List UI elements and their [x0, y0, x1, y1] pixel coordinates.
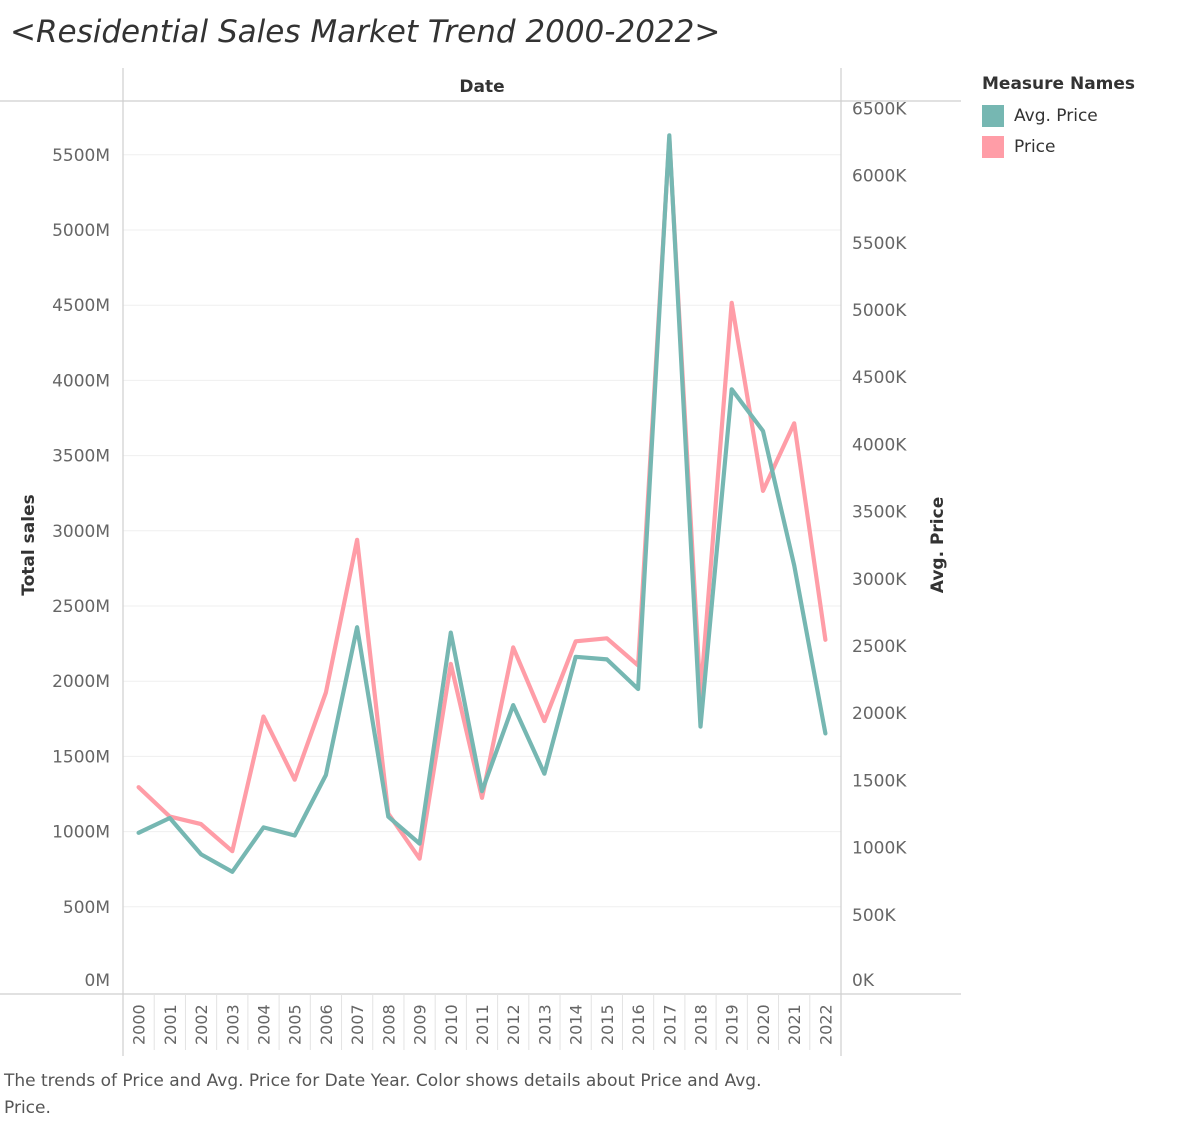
left-tick-label: 1500M: [52, 747, 110, 767]
chart-caption: The trends of Price and Avg. Price for D…: [4, 1071, 762, 1118]
x-tick-label: 2008: [379, 1004, 398, 1045]
x-tick-label: 2009: [411, 1004, 430, 1045]
right-axis-label: Avg. Price: [928, 497, 948, 593]
x-tick-label: 2003: [223, 1004, 242, 1045]
x-tick-label: 2015: [598, 1004, 617, 1045]
right-tick-label: 5000K: [852, 301, 907, 321]
x-tick-label: 2020: [754, 1004, 773, 1045]
right-tick-label: 5500K: [852, 234, 907, 254]
x-tick-label: 2016: [629, 1004, 648, 1045]
series-line-price: [136, 136, 828, 861]
series-lines: [136, 133, 828, 874]
x-tick-label: 2014: [567, 1004, 586, 1045]
legend-swatch-avg-price: [982, 104, 1004, 127]
left-tick-label: 5500M: [52, 146, 110, 166]
left-tick-label: 0M: [85, 971, 110, 991]
x-tick-label: 2013: [535, 1004, 554, 1045]
chart-frame: [0, 68, 961, 1056]
x-tick-label: 2011: [473, 1004, 492, 1045]
legend-item-avg-price[interactable]: Avg. Price: [982, 100, 1135, 131]
left-tick-label: 3000M: [52, 522, 110, 542]
series-line-avg-price: [136, 133, 828, 874]
right-tick-label: 6000K: [852, 167, 907, 187]
legend: Measure Names Avg. Price Price: [982, 74, 1135, 162]
legend-swatch-price: [982, 135, 1004, 158]
x-tick-label: 2018: [692, 1004, 711, 1045]
x-axis-ticks: 2000 2001 2002 2003 2004 2005 2006 2007 2008 2009…: [130, 994, 835, 1050]
chart-title: <Residential Sales Market Trend 2000-202…: [10, 14, 721, 50]
date-header: Date: [459, 77, 504, 97]
right-tick-label: 6500K: [852, 99, 907, 119]
legend-label-avg-price: Avg. Price: [1014, 105, 1098, 126]
chart-area: Date Total sales Avg. Price 0M 500M 1000M 1…: [0, 68, 961, 1056]
x-tick-label: 2001: [161, 1004, 180, 1045]
left-tick-label: 3500M: [52, 447, 110, 467]
left-tick-label: 4000M: [52, 371, 110, 391]
x-tick-label: 2022: [816, 1004, 835, 1045]
left-tick-label: 2500M: [52, 597, 110, 617]
right-tick-label: 1000K: [852, 839, 907, 859]
right-tick-label: 3000K: [852, 570, 907, 590]
legend-item-price[interactable]: Price: [982, 131, 1135, 162]
left-tick-label: 5000M: [52, 221, 110, 241]
right-tick-label: 500K: [852, 906, 896, 926]
x-tick-label: 2010: [442, 1004, 461, 1045]
legend-label-price: Price: [1014, 136, 1056, 157]
x-tick-label: 2021: [785, 1004, 804, 1045]
x-tick-label: 2007: [348, 1004, 367, 1045]
x-tick-label: 2012: [504, 1004, 523, 1045]
left-tick-label: 1000M: [52, 823, 110, 843]
left-axis-label: Total sales: [19, 494, 39, 595]
x-tick-label: 2005: [286, 1004, 305, 1045]
gridlines: [123, 154, 841, 908]
right-tick-label: 2500K: [852, 637, 907, 657]
x-tick-label: 2006: [317, 1004, 336, 1045]
x-tick-label: 2002: [192, 1004, 211, 1045]
right-axis-ticks: 0K 500K 1000K 1500K 2000K 2500K 3000K 3500K 4000…: [852, 99, 907, 991]
x-tick-label: 2017: [660, 1004, 679, 1045]
right-tick-label: 1500K: [852, 771, 907, 791]
x-tick-label: 2004: [254, 1004, 273, 1045]
x-tick-label: 2000: [130, 1004, 149, 1045]
right-tick-label: 3500K: [852, 503, 907, 523]
right-tick-label: 4500K: [852, 368, 907, 388]
legend-title: Measure Names: [982, 74, 1136, 94]
left-tick-label: 500M: [63, 898, 110, 918]
left-axis-ticks: 0M 500M 1000M 1500M 2000M 2500M 3000M 3500M 4000…: [52, 146, 110, 991]
x-tick-label: 2019: [723, 1004, 742, 1045]
left-tick-label: 2000M: [52, 672, 110, 692]
right-tick-label: 2000K: [852, 704, 907, 724]
right-tick-label: 0K: [852, 971, 875, 991]
right-tick-label: 4000K: [852, 435, 907, 455]
left-tick-label: 4500M: [52, 296, 110, 316]
